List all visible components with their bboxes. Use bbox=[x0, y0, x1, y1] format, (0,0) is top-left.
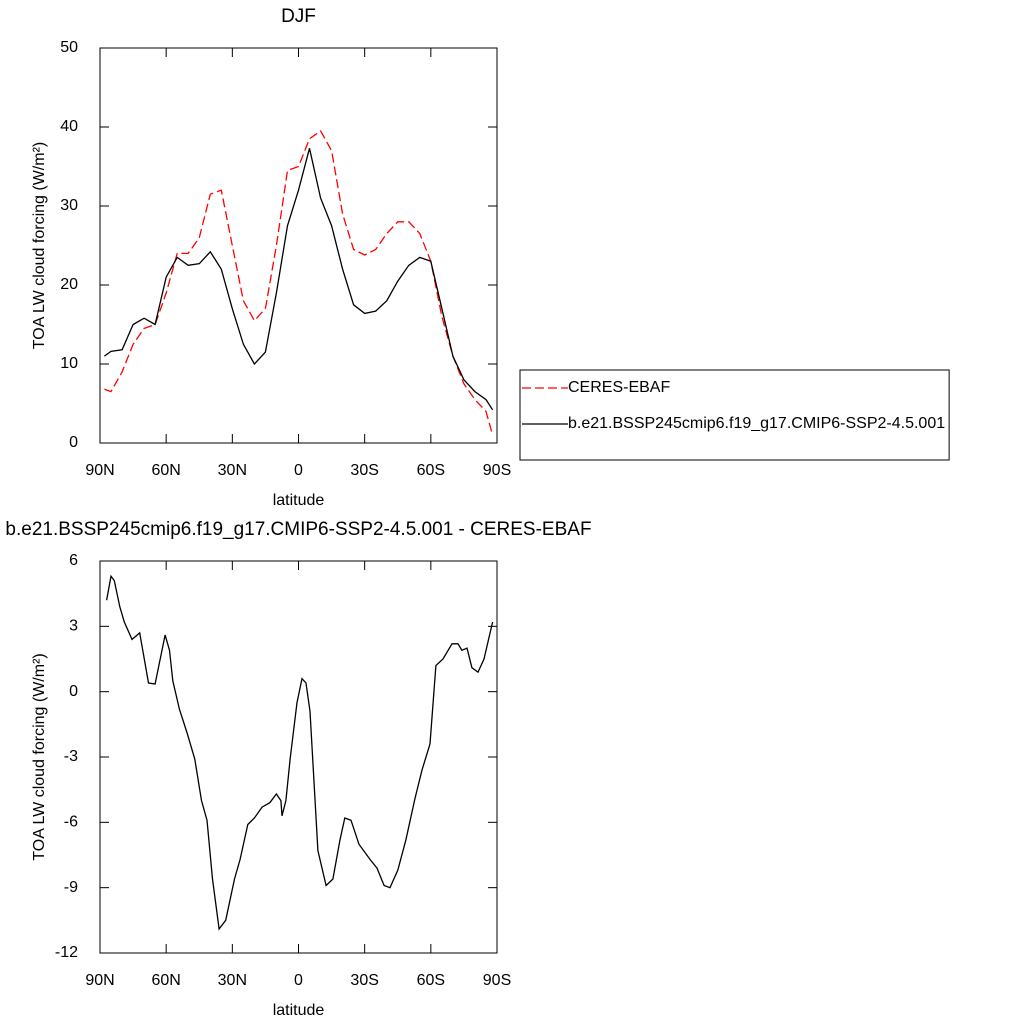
y-tick-label: 40 bbox=[60, 118, 78, 135]
x-tick-label: 0 bbox=[294, 462, 303, 479]
y-tick-label: 30 bbox=[60, 197, 78, 214]
legend-frame bbox=[519, 369, 950, 461]
x-tick-label: 30N bbox=[218, 972, 247, 989]
x-tick-label: 30S bbox=[350, 462, 378, 479]
legend-label: b.e21.BSSP245cmip6.f19_g17.CMIP6-SSP2-4.… bbox=[568, 415, 945, 432]
x-tick-label: 30S bbox=[350, 972, 378, 989]
plot-frame bbox=[99, 560, 498, 954]
x-axis-label: latitude bbox=[273, 492, 325, 509]
x-tick-label: 90N bbox=[85, 462, 114, 479]
y-tick-label: -12 bbox=[55, 944, 78, 961]
y-tick-label: 20 bbox=[60, 276, 78, 293]
x-tick-label: 30N bbox=[218, 462, 247, 479]
x-tick-label: 90N bbox=[85, 972, 114, 989]
x-axis-label: latitude bbox=[273, 1002, 325, 1019]
y-tick-label: 50 bbox=[60, 39, 78, 56]
y-axis-label: TOA LW cloud forcing (W/m²) bbox=[31, 653, 48, 860]
y-tick-label: -3 bbox=[64, 748, 78, 765]
y-tick-label: 6 bbox=[69, 552, 78, 569]
x-tick-label: 60N bbox=[151, 462, 180, 479]
y-tick-label: -6 bbox=[64, 814, 78, 831]
x-tick-label: 60S bbox=[417, 972, 445, 989]
data-line bbox=[105, 574, 494, 931]
legend-label: CERES-EBAF bbox=[568, 379, 670, 396]
x-tick-label: 60S bbox=[417, 462, 445, 479]
legend: CERES-EBAF b.e21.BSSP245cmip6.f19_g17.CMI… bbox=[519, 369, 950, 461]
y-tick-label: 3 bbox=[69, 618, 78, 635]
data-line bbox=[104, 129, 494, 436]
chart-title: b.e21.BSSP245cmip6.f19_g17.CMIP6-SSP2-4.… bbox=[5, 519, 591, 540]
y-tick-label: -9 bbox=[64, 879, 78, 896]
data-line bbox=[104, 148, 494, 411]
x-tick-label: 90S bbox=[483, 972, 511, 989]
y-axis-label: TOA LW cloud forcing (W/m²) bbox=[31, 142, 48, 349]
y-tick-label: 10 bbox=[60, 355, 78, 372]
y-tick-label: 0 bbox=[69, 683, 78, 700]
y-tick-label: 0 bbox=[69, 434, 78, 451]
x-tick-label: 90S bbox=[483, 462, 511, 479]
chart-title: DJF bbox=[281, 6, 316, 27]
x-tick-label: 0 bbox=[294, 972, 303, 989]
plot-frame bbox=[99, 47, 498, 444]
x-tick-label: 60N bbox=[151, 972, 180, 989]
